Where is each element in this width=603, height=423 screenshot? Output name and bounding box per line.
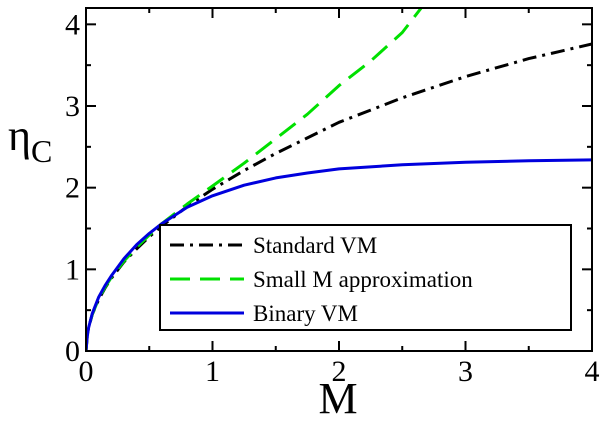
tick-labels-layer: 0 1 2 3 4 0 1 2 3 4 xyxy=(65,8,600,388)
y-axis-label-subscript: C xyxy=(31,133,52,169)
legend-label: Small M approximation xyxy=(253,267,473,292)
y-axis-label: ηC xyxy=(8,111,52,169)
y-axis-label-main: η xyxy=(8,111,31,160)
x-tick-label: 3 xyxy=(458,355,473,388)
legend-item: Small M approximation xyxy=(170,267,473,292)
legend-label: Standard VM xyxy=(253,233,377,258)
y-tick-label: 0 xyxy=(65,335,80,368)
x-tick-label: 2 xyxy=(332,355,347,388)
x-axis-label: M xyxy=(318,374,357,423)
legend-label: Binary VM xyxy=(253,301,358,326)
legend-items: Standard VM Small M approximation Binary V… xyxy=(170,233,473,326)
series-line-binary-vm xyxy=(86,158,592,351)
y-tick-label: 1 xyxy=(65,253,80,286)
x-tick-label: 0 xyxy=(79,355,94,388)
legend-item: Standard VM xyxy=(170,233,377,258)
y-tick-label: 4 xyxy=(65,8,80,41)
x-tick-label: 4 xyxy=(585,355,600,388)
series-layer xyxy=(86,8,592,351)
ticks-layer xyxy=(85,8,593,352)
legend: Standard VM Small M approximation Binary V… xyxy=(159,224,572,331)
x-tick-label: 1 xyxy=(205,355,220,388)
y-tick-label: 2 xyxy=(65,172,80,205)
series-line-standard-vm xyxy=(86,42,592,351)
legend-item: Binary VM xyxy=(170,301,358,326)
y-tick-label: 3 xyxy=(65,90,80,123)
